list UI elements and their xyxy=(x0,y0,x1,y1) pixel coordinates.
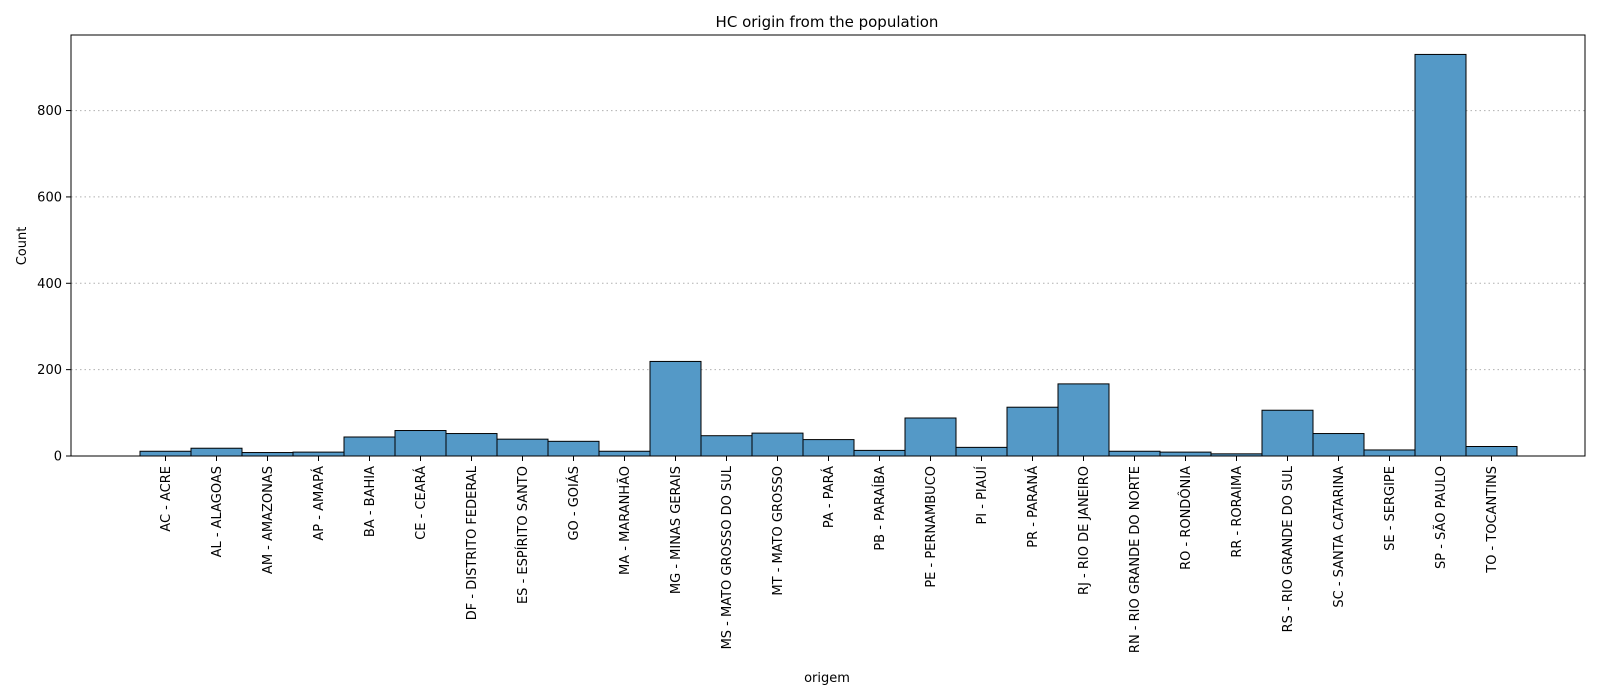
x-tick-label: RS - RIO GRANDE DO SUL xyxy=(1281,465,1296,632)
bar-rs xyxy=(1261,409,1314,457)
bar-al xyxy=(190,447,243,457)
bars xyxy=(139,53,1518,457)
bar-pi xyxy=(955,446,1008,457)
bar-go xyxy=(547,440,600,457)
y-axis-label: Count xyxy=(15,227,30,266)
bar-rn xyxy=(1108,450,1161,457)
y-tick-label: 0 xyxy=(54,450,62,465)
x-tick-label: AM - AMAZONAS xyxy=(261,466,276,574)
bar-sc xyxy=(1312,433,1365,457)
x-tick-label: AL - ALAGOAS xyxy=(210,466,225,557)
y-tick-label: 400 xyxy=(37,277,62,292)
x-tick-label: SP - SÃO PAULO xyxy=(1433,466,1449,569)
bar-pb xyxy=(853,449,906,457)
bar-ro xyxy=(1159,451,1212,457)
x-axis: AC - ACRE AL - ALAGOAS AM - AMAZONAS AP - A… xyxy=(159,456,1500,653)
bar-es xyxy=(496,438,549,457)
bar-ms xyxy=(700,435,753,457)
bar-se xyxy=(1363,449,1416,457)
bar-ma xyxy=(598,450,651,457)
x-tick-label: SE - SERGIPE xyxy=(1383,466,1398,551)
bar-am xyxy=(241,452,294,457)
x-tick-label: AP - AMAPÁ xyxy=(311,466,327,541)
bar-ba xyxy=(343,436,396,457)
y-tick-label: 200 xyxy=(37,363,62,378)
x-tick-label: DF - DISTRITO FEDERAL xyxy=(465,465,480,620)
bar-pa xyxy=(802,439,855,457)
x-tick-label: AC - ACRE xyxy=(159,466,174,532)
bar-rj xyxy=(1057,383,1110,457)
x-tick-label: ES - ESPÍRITO SANTO xyxy=(515,466,531,604)
x-tick-label: PI - PIAUÍ xyxy=(974,466,990,525)
x-axis-label: origem xyxy=(804,671,850,686)
bar-pe xyxy=(904,417,957,457)
x-tick-label: TO - TOCANTINS xyxy=(1485,466,1500,574)
x-tick-label: PB - PARAÍBA xyxy=(872,466,888,551)
x-tick-label: CE - CEARÁ xyxy=(413,466,429,540)
grid-lines xyxy=(71,110,1585,371)
x-tick-label: RR - RORAIMA xyxy=(1230,466,1245,558)
bar-sp xyxy=(1414,53,1467,457)
x-tick-label: MG - MINAS GERAIS xyxy=(669,466,684,594)
bar-ap xyxy=(292,451,345,457)
x-tick-label: RN - RIO GRANDE DO NORTE xyxy=(1128,466,1143,653)
bar-mg xyxy=(649,360,702,457)
bar-to xyxy=(1465,446,1518,457)
bar-pr xyxy=(1006,406,1059,457)
x-tick-label: BA - BAHIA xyxy=(363,466,378,537)
x-tick-label: PR - PARANÁ xyxy=(1025,466,1041,548)
x-tick-label: RO - RONDÔNIA xyxy=(1178,466,1194,570)
y-tick-label: 600 xyxy=(37,190,62,205)
y-axis: 0 200 400 600 800 xyxy=(37,104,71,465)
plot-frame xyxy=(70,34,1586,457)
x-tick-label: MT - MATO GROSSO xyxy=(771,466,786,596)
bar-ac xyxy=(139,450,192,457)
bar-df xyxy=(445,433,498,457)
x-tick-label: PE - PERNAMBUCO xyxy=(924,466,939,588)
chart-title: HC origin from the population xyxy=(716,13,939,31)
x-tick-label: MS - MATO GROSSO DO SUL xyxy=(720,465,735,649)
x-tick-label: RJ - RIO DE JANEIRO xyxy=(1077,466,1092,595)
y-tick-label: 800 xyxy=(37,104,62,119)
bar-ce xyxy=(394,430,447,457)
x-tick-label: GO - GOIÁS xyxy=(566,466,582,541)
x-tick-label: SC - SANTA CATARINA xyxy=(1332,466,1347,608)
x-tick-label: MA - MARANHÃO xyxy=(617,466,633,575)
bar-mt xyxy=(751,432,804,457)
x-tick-label: PA - PARÁ xyxy=(821,466,837,528)
